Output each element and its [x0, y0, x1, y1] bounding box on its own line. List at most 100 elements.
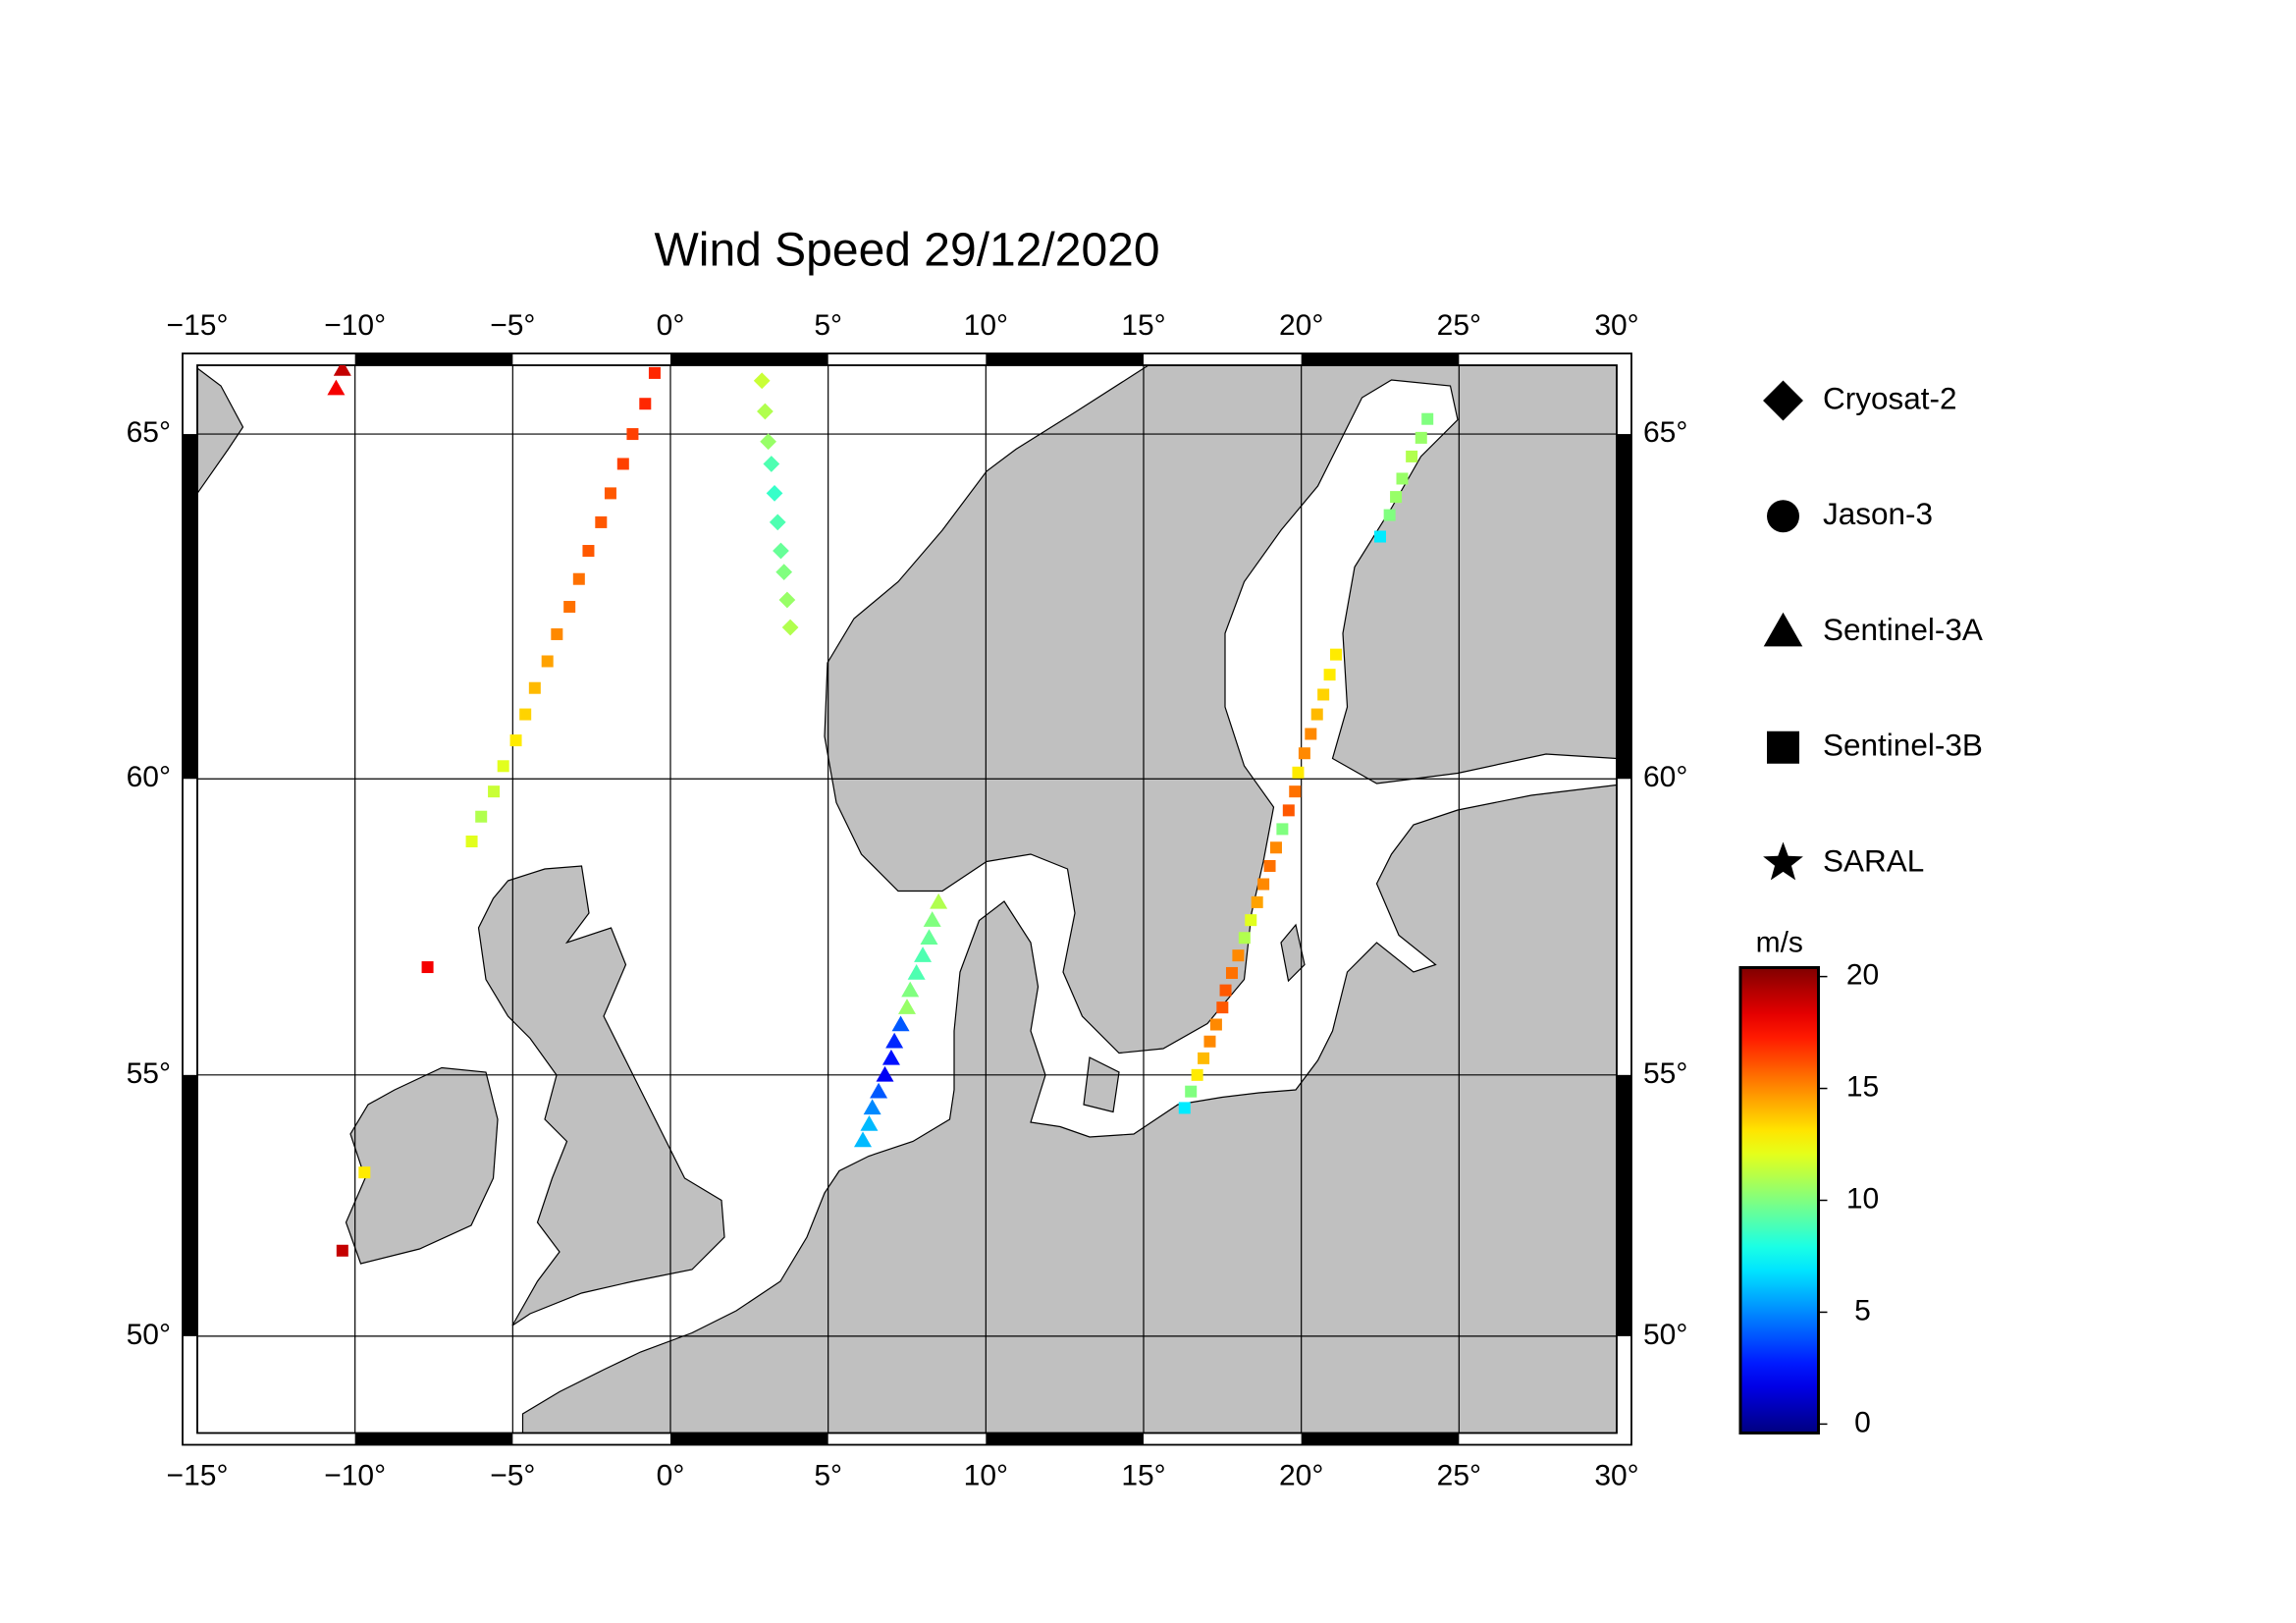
lon-tick-label: −5°: [490, 1459, 535, 1491]
track-point: [1263, 859, 1276, 872]
track-point: [1245, 914, 1257, 927]
lon-tick-label: 20°: [1279, 1459, 1323, 1491]
frame-band: [1617, 434, 1632, 780]
lon-tick-label: 10°: [964, 309, 1008, 342]
track-point: [876, 1065, 894, 1082]
track-point: [781, 619, 799, 636]
legend-label: Sentinel-3A: [1823, 612, 1983, 647]
zealand: [1083, 1056, 1120, 1113]
lat-tick-label: 55°: [1643, 1057, 1687, 1090]
track-point: [336, 1244, 348, 1257]
track-point: [1198, 1052, 1210, 1064]
frame-band: [1301, 353, 1460, 365]
track-point: [1305, 728, 1317, 740]
frame-band: [1617, 1074, 1632, 1336]
track-point: [497, 760, 509, 773]
frame-band: [354, 1433, 513, 1445]
lat-tick-label: 60°: [1643, 761, 1687, 793]
track-point: [1257, 878, 1270, 891]
track-point: [563, 601, 576, 614]
frame-band: [183, 1074, 198, 1336]
track-point: [1219, 984, 1232, 997]
track-point: [1289, 785, 1302, 798]
lat-tick-label: 55°: [127, 1057, 171, 1090]
track-point: [891, 1015, 910, 1032]
legend-marker: [1767, 730, 1800, 764]
track-point: [753, 372, 771, 390]
colorbar-tick-label: 15: [1846, 1070, 1879, 1103]
iceland: [197, 367, 244, 495]
track-point: [757, 403, 774, 420]
lon-tick-label: 25°: [1437, 309, 1481, 342]
frame-band: [183, 434, 198, 780]
track-point: [639, 398, 652, 410]
frame-band: [354, 353, 513, 365]
lon-tick-label: 15°: [1121, 309, 1165, 342]
track-point: [1209, 1018, 1222, 1031]
lon-tick-label: −10°: [324, 1459, 386, 1491]
lon-tick-label: 25°: [1437, 1459, 1481, 1491]
track-point: [1216, 1001, 1229, 1014]
track-point: [572, 572, 585, 585]
track-point: [333, 365, 351, 376]
track-point: [1323, 669, 1336, 681]
track-point: [1317, 688, 1330, 701]
colorbar: [1738, 966, 1821, 1434]
great-britain: [477, 865, 725, 1326]
legend-marker: [1763, 841, 1803, 881]
track-point: [1269, 841, 1282, 854]
track-point: [616, 458, 629, 470]
track-point: [626, 428, 639, 441]
frame-band: [986, 1433, 1145, 1445]
track-point: [920, 929, 938, 945]
track-point: [1298, 747, 1310, 760]
track-point: [1396, 472, 1409, 485]
track-point: [488, 785, 501, 798]
track-point: [854, 1131, 873, 1148]
lon-tick-label: 10°: [964, 1459, 1008, 1491]
lon-tick-label: 20°: [1279, 309, 1323, 342]
track-point: [327, 379, 346, 396]
track-point: [1310, 708, 1323, 721]
track-point: [870, 1082, 888, 1099]
colorbar-tick-label: 10: [1846, 1182, 1879, 1215]
track-point: [509, 734, 522, 747]
colorbar-tick-label: 20: [1846, 959, 1879, 992]
track-point: [1406, 450, 1418, 462]
legend-label: Sentinel-3B: [1823, 728, 1983, 763]
track-point: [551, 627, 563, 640]
track-point: [358, 1166, 371, 1179]
lat-tick-label: 50°: [1643, 1319, 1687, 1351]
track-point: [1251, 895, 1263, 908]
track-point: [1191, 1068, 1203, 1081]
frame-band: [670, 353, 828, 365]
track-point: [475, 810, 488, 823]
track-point: [1292, 766, 1305, 779]
map-title: Wind Speed 29/12/2020: [654, 225, 1159, 277]
track-point: [465, 835, 478, 847]
legend-label: Cryosat-2: [1823, 380, 1957, 415]
ireland: [345, 1066, 499, 1265]
track-point: [1374, 530, 1387, 543]
frame-band: [670, 1433, 828, 1445]
lat-tick-label: 60°: [127, 761, 171, 793]
frame-band: [986, 353, 1145, 365]
track-point: [1390, 491, 1403, 504]
colorbar-tick-label: 0: [1854, 1406, 1871, 1438]
track-point: [1203, 1035, 1216, 1048]
track-point: [1232, 949, 1245, 962]
lat-tick-label: 50°: [127, 1319, 171, 1351]
track-point: [914, 947, 933, 962]
lon-tick-label: 5°: [814, 309, 842, 342]
track-point: [1178, 1102, 1191, 1114]
lat-tick-label: 65°: [127, 416, 171, 449]
lon-tick-label: 5°: [814, 1459, 842, 1491]
lon-tick-label: −15°: [167, 1459, 229, 1491]
track-point: [1330, 648, 1343, 661]
lat-tick-label: 65°: [1643, 416, 1687, 449]
track-point: [907, 963, 926, 980]
gotland: [1280, 923, 1306, 983]
track-point: [1225, 966, 1238, 979]
